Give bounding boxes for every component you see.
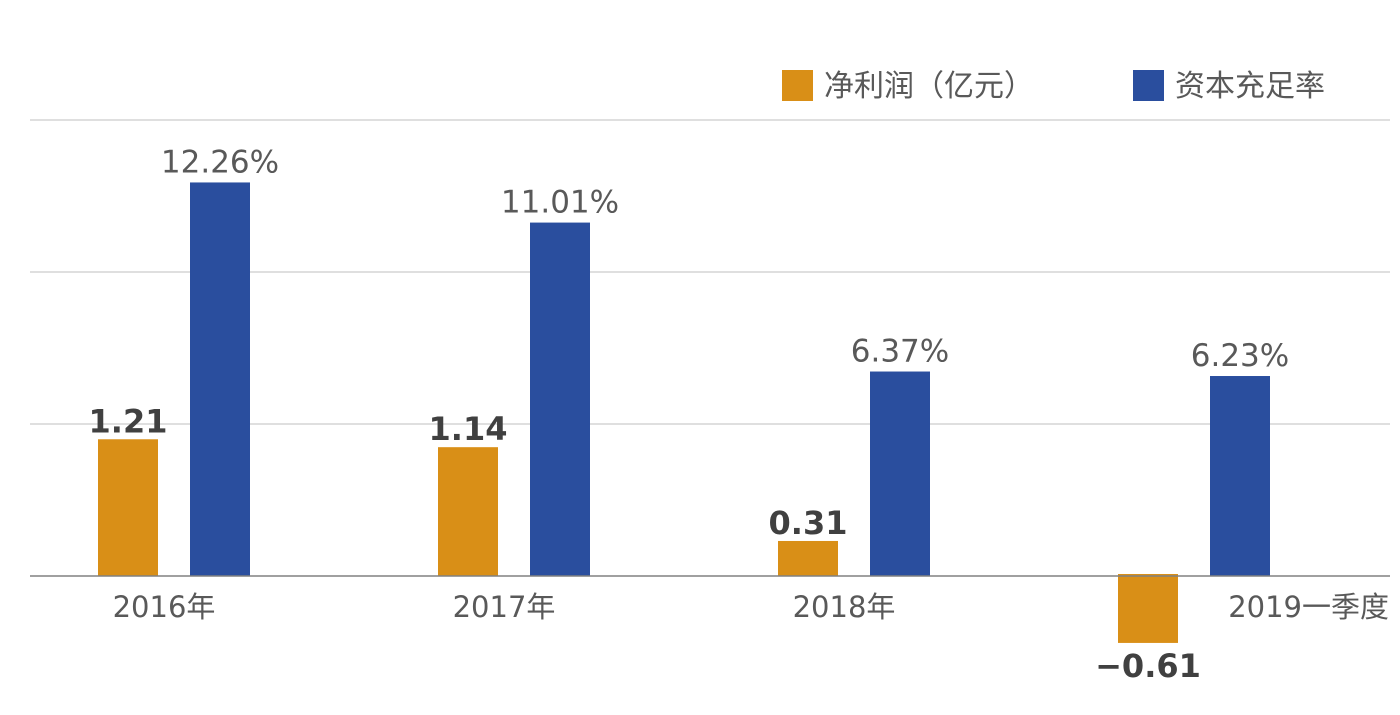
gridlines bbox=[30, 119, 1390, 425]
data-label-capital-adequacy: 6.37% bbox=[851, 334, 949, 370]
data-label-capital-adequacy: 6.23% bbox=[1191, 338, 1289, 374]
bar-net-profit bbox=[1118, 574, 1178, 643]
legend-swatch-profit bbox=[782, 70, 813, 101]
bar-net-profit bbox=[778, 540, 838, 576]
bar-capital-adequacy bbox=[530, 222, 590, 577]
data-label-capital-adequacy: 11.01% bbox=[501, 185, 619, 221]
x-tick-label: 2019一季度 bbox=[1228, 590, 1389, 624]
bar-net-profit bbox=[438, 447, 498, 576]
bar-capital-adequacy bbox=[190, 182, 250, 577]
bars bbox=[98, 182, 1270, 643]
bar-net-profit bbox=[98, 439, 158, 576]
x-tick-label: 2017年 bbox=[453, 590, 556, 624]
data-label-net-profit: 1.14 bbox=[429, 410, 508, 448]
legend: 净利润（亿元） 资本充足率 bbox=[782, 69, 1325, 104]
legend-label-profit: 净利润（亿元） bbox=[824, 69, 1034, 104]
bar-capital-adequacy bbox=[870, 371, 930, 576]
value-labels: 1.21 12.26% 1.14 11.01% 0.31 6.37% −0.61 6.23% bbox=[89, 144, 1290, 684]
x-tick-labels: 2016年 2017年 2018年 2019一季度 bbox=[113, 590, 1389, 624]
x-tick-label: 2018年 bbox=[793, 590, 896, 624]
data-label-net-profit: 0.31 bbox=[769, 504, 848, 542]
legend-label-ratio: 资本充足率 bbox=[1175, 69, 1325, 104]
legend-swatch-ratio bbox=[1133, 70, 1164, 101]
data-label-net-profit: −0.61 bbox=[1095, 647, 1201, 685]
data-label-capital-adequacy: 12.26% bbox=[161, 144, 279, 180]
x-tick-label: 2016年 bbox=[113, 590, 216, 624]
data-label-net-profit: 1.21 bbox=[89, 402, 168, 440]
bar-capital-adequacy bbox=[1210, 376, 1270, 576]
